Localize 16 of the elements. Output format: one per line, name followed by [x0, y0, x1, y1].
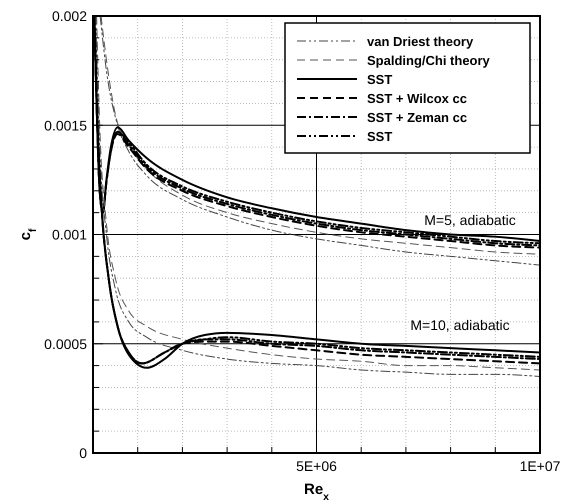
y-tick-label: 0 — [79, 445, 88, 461]
legend-label: SST — [367, 129, 392, 144]
legend-label: SST + Zeman cc — [367, 110, 468, 125]
y-tick-label: 0.002 — [52, 8, 88, 24]
y-tick-label: 0.0015 — [44, 117, 88, 134]
legend-label: Spalding/Chi theory — [367, 53, 491, 68]
legend-label: SST — [367, 72, 392, 87]
annotation: M=5, adiabatic — [424, 212, 516, 228]
legend-label: van Driest theory — [367, 34, 474, 49]
x-tick-label: 5E+06 — [296, 458, 338, 474]
x-tick-label: 1E+07 — [520, 458, 561, 474]
y-tick-label: 0.001 — [52, 226, 88, 242]
annotation: M=10, adiabatic — [410, 317, 510, 333]
legend-label: SST + Wilcox cc — [367, 91, 467, 106]
x-axis-title: Re$_{x}$ — [304, 481, 330, 503]
y-tick-label: 0.0005 — [44, 336, 88, 352]
